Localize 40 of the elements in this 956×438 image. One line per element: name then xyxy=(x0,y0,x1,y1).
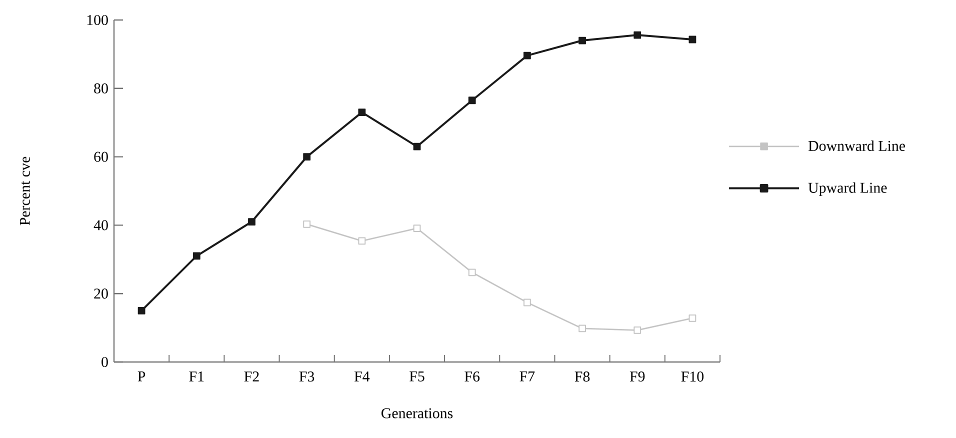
x-tick-label: F3 xyxy=(299,372,314,382)
point xyxy=(634,31,642,39)
point xyxy=(358,108,366,116)
x-tick-label: F6 xyxy=(464,372,480,382)
y-tick-label: 100 xyxy=(87,14,108,26)
x-tick-label: F1 xyxy=(189,372,204,382)
point xyxy=(303,220,311,228)
x-tick-label: F9 xyxy=(630,372,645,382)
x-tick-label: F5 xyxy=(410,372,424,382)
point xyxy=(634,326,642,334)
point xyxy=(523,52,531,60)
x-axis-title: Generations xyxy=(382,408,453,418)
y-tick-label: 0 xyxy=(102,356,108,368)
point xyxy=(578,324,586,332)
point xyxy=(358,237,366,245)
point xyxy=(523,298,531,306)
point xyxy=(578,36,586,44)
point xyxy=(688,36,696,44)
y-tick-label: 80 xyxy=(94,83,108,94)
y-tick-label: 40 xyxy=(94,220,108,230)
point xyxy=(413,224,421,232)
x-tick-label: F10 xyxy=(681,372,704,382)
point xyxy=(138,307,146,314)
legend-label: Downward Line xyxy=(808,140,906,151)
legend-label: Upward Line xyxy=(808,182,887,196)
point xyxy=(192,252,200,260)
point xyxy=(303,153,311,160)
x-tick-label: F2 xyxy=(244,372,259,382)
point xyxy=(468,96,476,104)
y-tick-label: 20 xyxy=(94,288,108,299)
point xyxy=(468,268,476,276)
point xyxy=(413,142,421,150)
y-axis-title: Percent cve xyxy=(20,156,30,226)
point xyxy=(688,314,696,322)
x-tick-label: F4 xyxy=(354,372,370,382)
x-tick-label: F7 xyxy=(520,372,535,382)
point xyxy=(248,218,256,226)
y-tick-label: 60 xyxy=(94,152,108,162)
x-tick-label: F8 xyxy=(574,372,590,382)
x-tick-label: P xyxy=(138,372,146,382)
